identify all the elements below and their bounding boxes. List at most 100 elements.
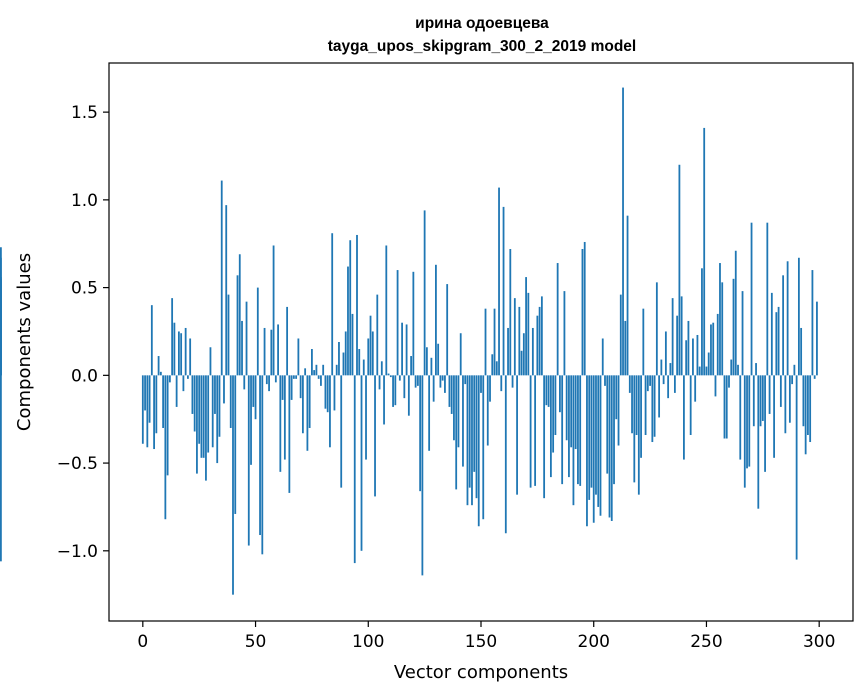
- x-axis-ticks: 0 50 100 150 200 250 300: [137, 621, 835, 652]
- bar: [389, 375, 392, 378]
- bar: [475, 375, 478, 499]
- bar: [779, 375, 782, 407]
- bar: [755, 363, 757, 376]
- bar: [430, 357, 433, 376]
- y-tick-label: 1.5: [71, 103, 98, 123]
- bar: [157, 356, 160, 376]
- y-tick-label: 0.5: [71, 279, 98, 299]
- bar: [150, 305, 153, 376]
- x-tick-label: 50: [245, 632, 267, 652]
- bar: [770, 292, 773, 376]
- bar: [730, 359, 733, 376]
- bar: [0, 375, 2, 562]
- bar: [493, 308, 496, 376]
- bar: [538, 306, 541, 376]
- bar: [595, 375, 597, 495]
- bar: [504, 375, 507, 534]
- bar: [592, 375, 595, 523]
- x-tick-label: 100: [352, 632, 384, 652]
- bar: [286, 306, 289, 376]
- bar: [701, 268, 703, 376]
- bar: [606, 375, 609, 474]
- bar: [279, 375, 282, 472]
- bar: [703, 127, 706, 376]
- bar: [297, 338, 300, 376]
- bar: [306, 375, 309, 451]
- bar: [209, 347, 212, 376]
- bar: [394, 375, 397, 406]
- bar: [676, 315, 679, 376]
- bar: [784, 375, 787, 434]
- bar: [225, 205, 228, 376]
- bar: [811, 270, 814, 376]
- bar: [358, 349, 361, 376]
- bar: [326, 375, 329, 413]
- bar: [653, 375, 656, 437]
- bar: [196, 375, 198, 474]
- x-tick-label: 300: [803, 632, 835, 652]
- bar: [568, 375, 570, 478]
- bar: [813, 375, 816, 379]
- bar: [243, 375, 246, 390]
- x-tick-label: 150: [465, 632, 497, 652]
- bar: [175, 375, 178, 407]
- bar: [444, 375, 446, 393]
- bar: [642, 308, 645, 376]
- bar: [292, 375, 295, 379]
- x-tick-label: 200: [578, 632, 610, 652]
- bar: [574, 375, 577, 450]
- bar: [766, 222, 769, 376]
- bar: [534, 375, 537, 486]
- bar: [565, 375, 568, 441]
- bar: [455, 375, 458, 490]
- bar: [707, 352, 710, 376]
- bar: [692, 338, 694, 376]
- bar: [547, 375, 550, 407]
- bar: [396, 270, 399, 376]
- bar: [441, 375, 444, 381]
- bar: [227, 294, 230, 376]
- bar: [671, 298, 674, 376]
- y-tick-label: 1.0: [71, 191, 98, 211]
- bar: [218, 375, 221, 437]
- bar: [313, 370, 316, 376]
- bar: [637, 375, 640, 495]
- bar: [540, 296, 543, 376]
- bar: [728, 375, 730, 388]
- bar: [304, 368, 307, 376]
- bar: [664, 331, 667, 376]
- bar: [604, 375, 606, 386]
- bar: [622, 87, 624, 376]
- bar: [466, 375, 469, 506]
- bar: [782, 275, 785, 376]
- bar: [570, 375, 573, 448]
- bar: [698, 366, 701, 376]
- bar: [807, 375, 809, 435]
- bar: [232, 375, 234, 595]
- bar: [259, 375, 261, 536]
- bar: [746, 375, 748, 469]
- bar: [572, 375, 575, 506]
- bar: [407, 375, 410, 416]
- bar: [0, 277, 2, 376]
- bar: [347, 266, 349, 376]
- bar: [651, 375, 654, 443]
- bar: [511, 375, 514, 388]
- bar: [464, 375, 467, 385]
- bar: [662, 375, 665, 385]
- bar: [254, 375, 257, 420]
- bar: [315, 364, 318, 376]
- bar: [457, 375, 460, 448]
- bar: [171, 298, 174, 376]
- bar: [168, 375, 171, 383]
- bar: [590, 375, 593, 488]
- bar: [405, 324, 408, 376]
- bar: [180, 333, 183, 376]
- bar: [453, 375, 455, 441]
- bar: [299, 375, 302, 399]
- bar: [435, 264, 437, 376]
- bar: [743, 375, 746, 488]
- bar: [759, 375, 762, 427]
- bar: [624, 320, 627, 376]
- bar: [403, 375, 406, 399]
